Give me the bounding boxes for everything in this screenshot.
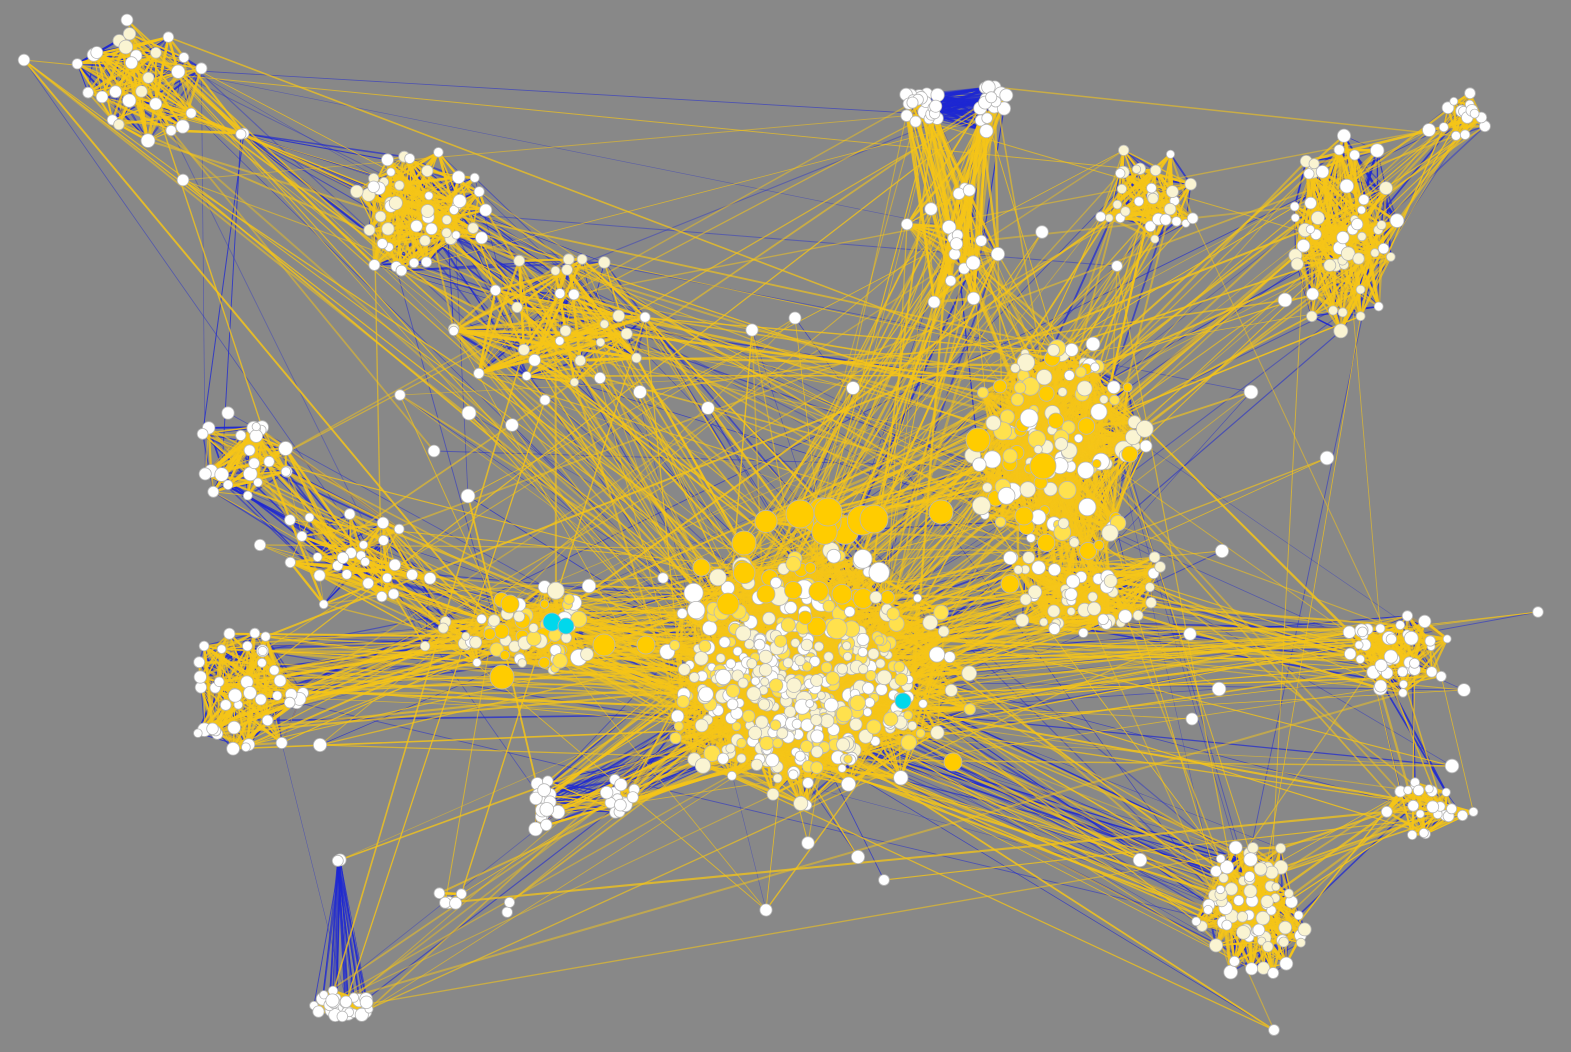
blue-edge [313,859,341,1006]
blue-edge [1249,225,1382,854]
yellow-edge [115,67,202,93]
blue-edge [332,860,339,991]
blue-edge [296,701,1224,924]
blue-edge [221,474,321,576]
yellow-edge [101,96,172,132]
yellow-edge [117,40,150,141]
blue-edge [281,742,350,1013]
blue-edge [1360,113,1475,290]
yellow-edge [453,329,637,360]
yellow-edge [378,187,430,197]
yellow-edge [96,51,149,79]
blue-edge [313,107,1449,1006]
yellow-edge [101,96,149,142]
blue-edge [456,234,1252,393]
blue-edge [933,86,989,108]
yellow-edge [95,51,131,102]
yellow-edge [386,159,398,267]
blue-edge [178,71,950,228]
yellow-edge [129,33,185,59]
blue-edge [243,132,388,161]
yellow-edge [403,155,455,211]
blue-edge [77,63,932,115]
blue-edge [201,68,206,474]
blue-edge [23,59,539,795]
blue-edge [243,132,405,158]
yellow-edge [96,52,114,121]
yellow-edge [87,51,157,94]
yellow-edge [403,155,480,193]
blue-edge [339,859,370,1010]
blue-edge [243,132,383,245]
blue-edge [335,859,342,999]
yellow-edge [403,156,429,212]
yellow-edge [96,51,192,115]
blue-edge [262,585,590,652]
blue-edge [202,133,245,434]
yellow-edge [409,157,461,202]
yellow-edge [76,63,114,121]
blue-edge [1145,445,1431,642]
blue-edge [1117,330,1342,524]
yellow-edge [373,239,426,266]
blue-edge [453,209,469,497]
blue-edge [467,495,709,648]
blue-edge [337,860,355,998]
